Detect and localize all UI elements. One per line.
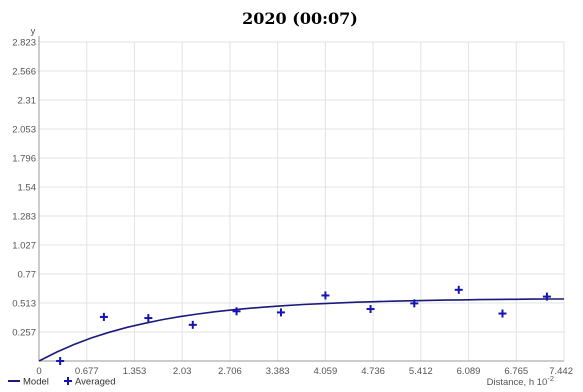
legend: Model Averaged: [8, 377, 116, 388]
y-tick-label: 1.54: [18, 183, 37, 194]
y-axis-label: y: [31, 26, 36, 37]
y-tick-label: 1.283: [12, 212, 36, 223]
x-axis-label-text: Distance, h 10: [487, 377, 548, 388]
averaged-point: [366, 305, 375, 314]
averaged-point: [321, 291, 330, 300]
x-tick-label: 7.442: [549, 366, 573, 377]
x-tick-label: 3.383: [266, 366, 290, 377]
x-tick-label: 6.765: [504, 366, 528, 377]
x-tick-label: 2.706: [218, 366, 242, 377]
x-tick-label: 4.736: [361, 366, 385, 377]
y-tick-label: 2.566: [12, 67, 36, 78]
averaged-point: [56, 357, 65, 365]
x-tick-label: 4.059: [313, 366, 337, 377]
grid-layer: [38, 41, 565, 362]
x-axis-unit-exponent: -2: [547, 374, 554, 383]
x-tick-label: 5.412: [409, 366, 433, 377]
averaged-point: [188, 320, 197, 329]
averaged-point: [542, 292, 551, 301]
averaged-point: [232, 307, 241, 316]
y-tick-label: 2.31: [18, 96, 37, 107]
model-curve: [38, 298, 564, 362]
averaged-point: [99, 312, 108, 321]
averaged-point: [498, 309, 507, 318]
axis-layer: 0 0.677 1.353 2.03 2.706 3.383 4.059 4.736 5.412…: [12, 26, 573, 388]
points-layer: [56, 285, 551, 365]
legend-model-label: Model: [23, 377, 49, 388]
y-tick-label: 1.796: [12, 154, 36, 165]
averaged-point: [276, 308, 285, 317]
x-tick-label: 6.089: [457, 366, 481, 377]
y-tick-label: 1.027: [12, 241, 36, 252]
averaged-point: [410, 299, 419, 308]
x-tick-label: 1.353: [123, 366, 147, 377]
legend-averaged-label: Averaged: [75, 377, 116, 388]
y-tick-label: 0.257: [12, 328, 36, 339]
legend-averaged-swatch: [64, 377, 72, 385]
y-tick-label: 2.053: [12, 125, 36, 136]
chart-title: 2020 (00:07): [242, 9, 358, 28]
model-layer: [38, 298, 564, 362]
x-tick-label: 0: [36, 366, 41, 377]
y-tick-label: 2.823: [12, 38, 36, 49]
y-tick-label: 0.77: [18, 270, 37, 281]
averaged-point: [144, 314, 153, 323]
averaged-point: [454, 285, 463, 294]
x-tick-label: 0.677: [75, 366, 99, 377]
x-tick-label: 2.03: [173, 366, 192, 377]
y-tick-label: 0.513: [12, 299, 36, 310]
x-axis-label: Distance, h 10-2: [487, 374, 554, 388]
